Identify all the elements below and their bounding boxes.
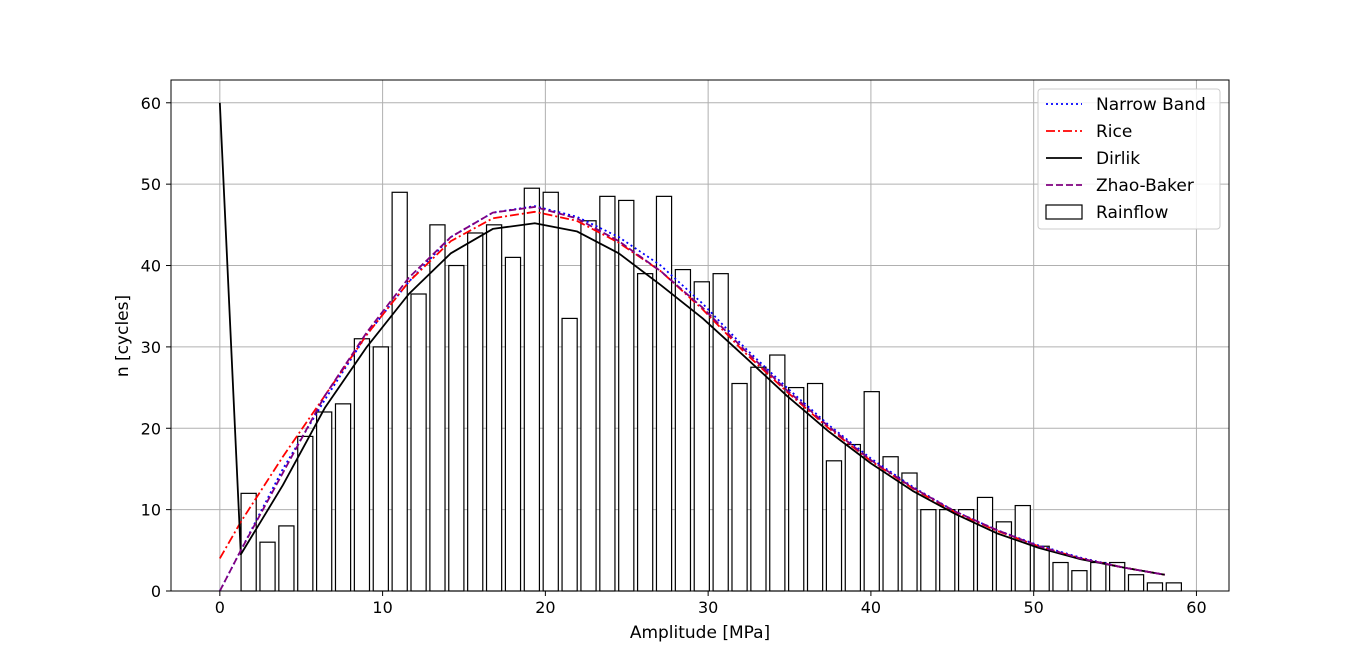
bar	[655, 195, 673, 592]
bar	[901, 472, 918, 592]
y-tick-label: 20	[141, 419, 161, 438]
bar	[750, 366, 767, 592]
legend-label: Dirlik	[1096, 149, 1140, 169]
legend-label: Rainflow	[1096, 203, 1168, 223]
bar	[504, 256, 522, 592]
bar	[939, 509, 956, 592]
bar	[825, 460, 843, 592]
bar	[410, 293, 427, 592]
series-line	[218, 102, 1165, 576]
bar	[429, 224, 446, 592]
bar	[599, 195, 616, 592]
x-tick-label: 10	[372, 598, 392, 617]
bar	[391, 191, 408, 592]
x-tick-label: 50	[1023, 598, 1043, 617]
x-tick-label: 30	[698, 598, 718, 617]
bar	[334, 403, 352, 592]
plot-frame	[170, 79, 1230, 592]
bar	[1146, 582, 1164, 592]
legend-label: Narrow Band	[1096, 95, 1206, 115]
x-tick-label: 20	[535, 598, 555, 617]
y-axis-label: n [cycles]	[113, 295, 133, 377]
bar	[315, 411, 333, 592]
bar	[920, 509, 937, 592]
legend: Narrow Band Rice Dirlik Zhao-Baker Rainflow	[1037, 88, 1221, 230]
bar	[844, 443, 862, 592]
bar	[278, 525, 295, 592]
x-tick-label: 0	[215, 598, 225, 617]
legend-frame	[1037, 88, 1221, 230]
bar	[1071, 570, 1088, 592]
bar	[297, 435, 314, 592]
series-line	[219, 206, 1165, 592]
legend-swatch	[1045, 204, 1083, 220]
bar	[788, 386, 805, 592]
legend-label: Rice	[1096, 122, 1132, 142]
bar	[769, 354, 786, 592]
bar	[1033, 545, 1050, 592]
bar	[372, 346, 389, 592]
bar	[353, 338, 371, 592]
bars-rainflow	[240, 187, 1182, 592]
x-tick-label: 40	[861, 598, 881, 617]
bar	[485, 224, 503, 592]
bar	[580, 220, 597, 592]
bar	[1052, 561, 1069, 592]
bar	[1090, 561, 1107, 592]
bar	[863, 391, 880, 592]
y-tick-label: 40	[141, 257, 161, 276]
bar	[467, 232, 484, 592]
y-tick-label: 30	[141, 338, 161, 357]
curves	[218, 102, 1165, 592]
x-tick-label: 60	[1186, 598, 1206, 617]
bar	[731, 382, 748, 592]
bar	[448, 264, 465, 592]
bar	[976, 496, 994, 592]
y-axis-ticks: 0 10 20 30 40 50 60	[141, 94, 171, 601]
y-tick-label: 50	[141, 175, 161, 194]
bar	[523, 187, 541, 592]
bar	[1014, 504, 1031, 592]
bar	[259, 541, 276, 592]
legend-label: Zhao-Baker	[1096, 176, 1194, 196]
bar	[1165, 582, 1182, 592]
bar	[542, 191, 559, 592]
y-tick-label: 0	[151, 582, 161, 601]
y-tick-label: 60	[141, 94, 161, 113]
x-axis-ticks: 0 10 20 30 40 50 60	[215, 591, 1207, 617]
y-tick-label: 10	[141, 501, 161, 520]
bar	[1127, 574, 1145, 592]
x-axis-label: Amplitude [MPa]	[630, 623, 770, 643]
bar	[674, 268, 692, 592]
bar	[561, 317, 578, 592]
bar	[636, 273, 654, 592]
bar	[693, 281, 710, 592]
